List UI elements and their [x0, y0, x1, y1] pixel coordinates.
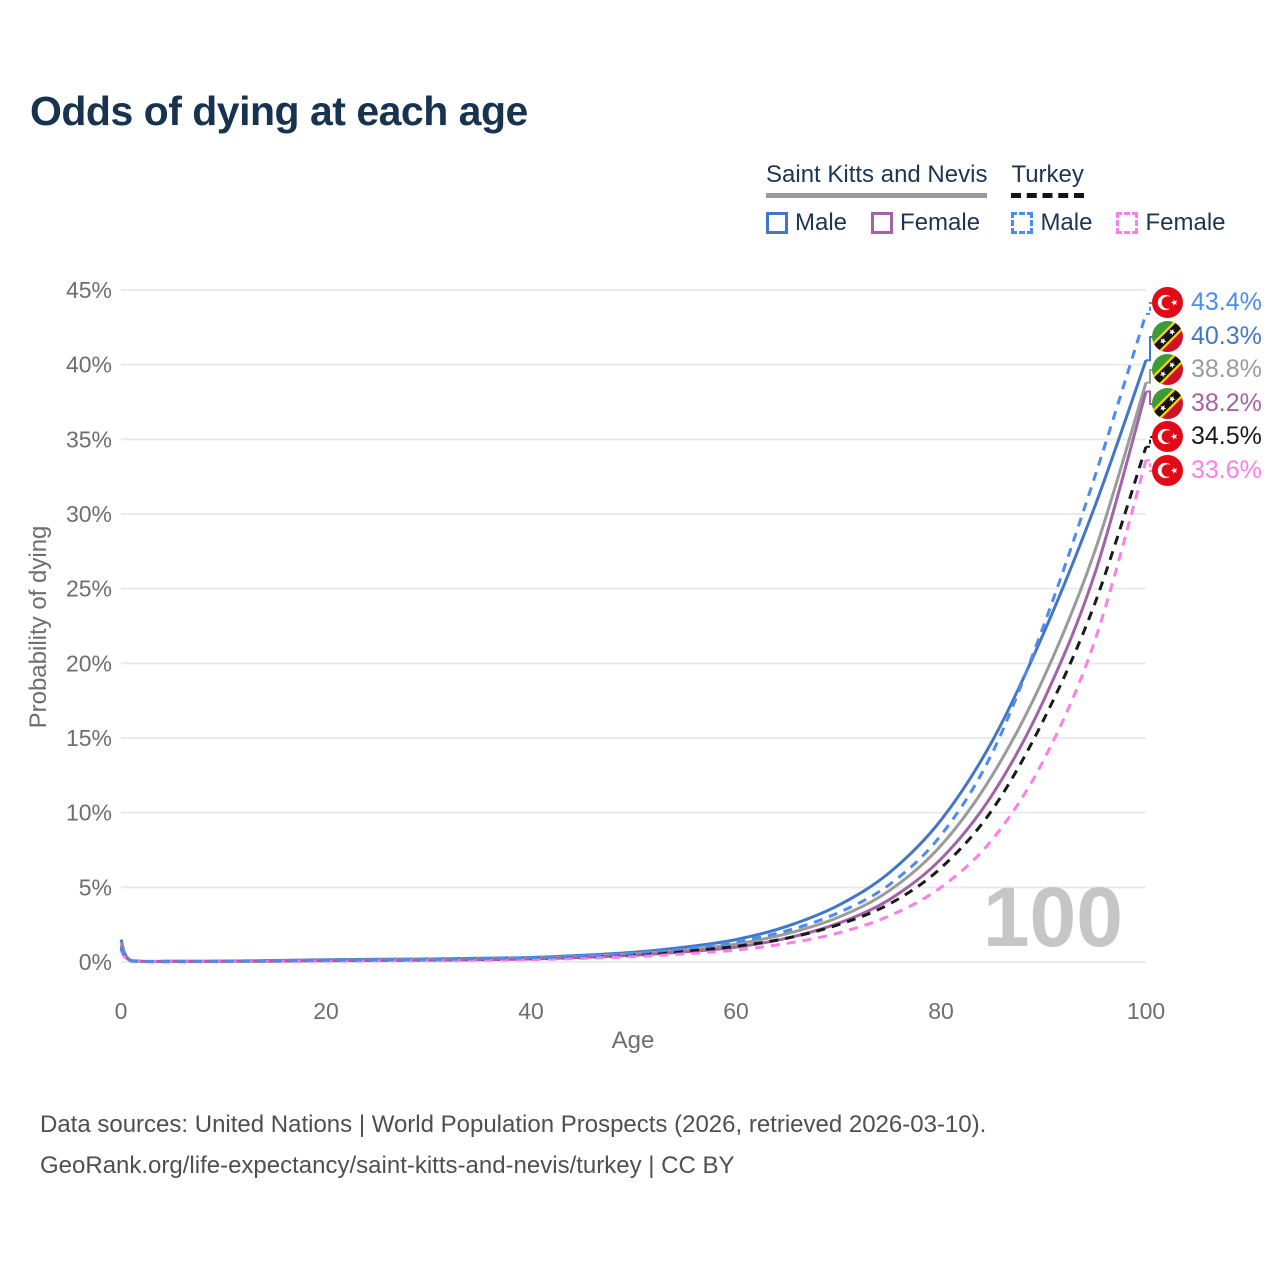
y-tick-label: 15% — [66, 725, 112, 751]
x-tick-label: 100 — [1127, 998, 1165, 1024]
legend-country-saint-kitts-and-nevis[interactable]: Saint Kitts and Nevis — [766, 162, 988, 198]
y-tick-label: 30% — [66, 501, 112, 527]
y-tick-label: 35% — [66, 426, 112, 452]
x-tick-label: 0 — [115, 998, 128, 1024]
y-tick-label: 40% — [66, 352, 112, 378]
legend-group-turkey: Turkey Male Female — [1011, 162, 1226, 237]
legend-item-label: Male — [1040, 209, 1093, 236]
label-connector-saint-kitts-and-nevis-female — [1146, 390, 1154, 405]
x-tick-label: 80 — [928, 998, 954, 1024]
y-tick-label: 5% — [79, 874, 112, 900]
legend-item-turkey-male[interactable]: Male — [1011, 209, 1092, 237]
turkey-female-swatch-icon — [1116, 212, 1139, 234]
line-chart: 0% 5% 10% 15% 20% 25% 30% 35% 40% 45% 0 20 40 60 80 100… — [25, 277, 1165, 1054]
skn-male-swatch-icon — [766, 212, 788, 234]
footer-attribution: GeoRank.org/life-expectancy/saint-kitts-… — [40, 1152, 735, 1179]
x-tick-label: 40 — [518, 998, 544, 1024]
y-tick-label: 45% — [66, 277, 112, 303]
legend-item-skn-male[interactable]: Male — [766, 209, 847, 237]
y-tick-label: 0% — [79, 949, 112, 975]
legend-item-turkey-female[interactable]: Female — [1116, 209, 1226, 237]
skn-female-swatch-icon — [871, 212, 894, 234]
y-tick-label: 20% — [66, 650, 112, 676]
x-tick-label: 60 — [723, 998, 749, 1024]
label-connector-turkey-both-sexes — [1146, 436, 1154, 448]
legend-item-label: Female — [900, 209, 981, 236]
y-axis-title: Probability of dying — [25, 526, 52, 729]
series-line-turkey-male[interactable] — [119, 313, 1148, 964]
label-connector-saint-kitts-and-nevis-both-sexes — [1146, 369, 1154, 384]
y-tick-label: 10% — [66, 800, 112, 826]
x-tick-label: 20 — [313, 998, 339, 1024]
legend-item-label: Female — [1145, 209, 1226, 236]
y-tick-label: 25% — [66, 576, 112, 602]
legend-group-saint-kitts-and-nevis: Saint Kitts and Nevis Male Female — [766, 162, 988, 237]
label-connector-turkey-male — [1146, 302, 1154, 315]
label-connector-saint-kitts-and-nevis-male — [1146, 336, 1154, 362]
turkey-male-swatch-icon — [1011, 212, 1034, 234]
legend-country-turkey[interactable]: Turkey — [1011, 162, 1084, 198]
footer-data-sources: Data sources: United Nations | World Pop… — [40, 1111, 987, 1138]
page-title: Odds of dying at each age — [30, 88, 528, 134]
legend-item-label: Male — [795, 209, 848, 236]
legend-item-skn-female[interactable]: Female — [871, 209, 980, 237]
watermark-age: 100 — [983, 870, 1123, 964]
footer: Data sources: United Nations | World Pop… — [40, 1104, 986, 1186]
legend: Saint Kitts and Nevis Male Female Turkey… — [766, 162, 1226, 237]
x-axis-title: Age — [612, 1027, 655, 1054]
label-connector-turkey-female — [1146, 459, 1154, 472]
